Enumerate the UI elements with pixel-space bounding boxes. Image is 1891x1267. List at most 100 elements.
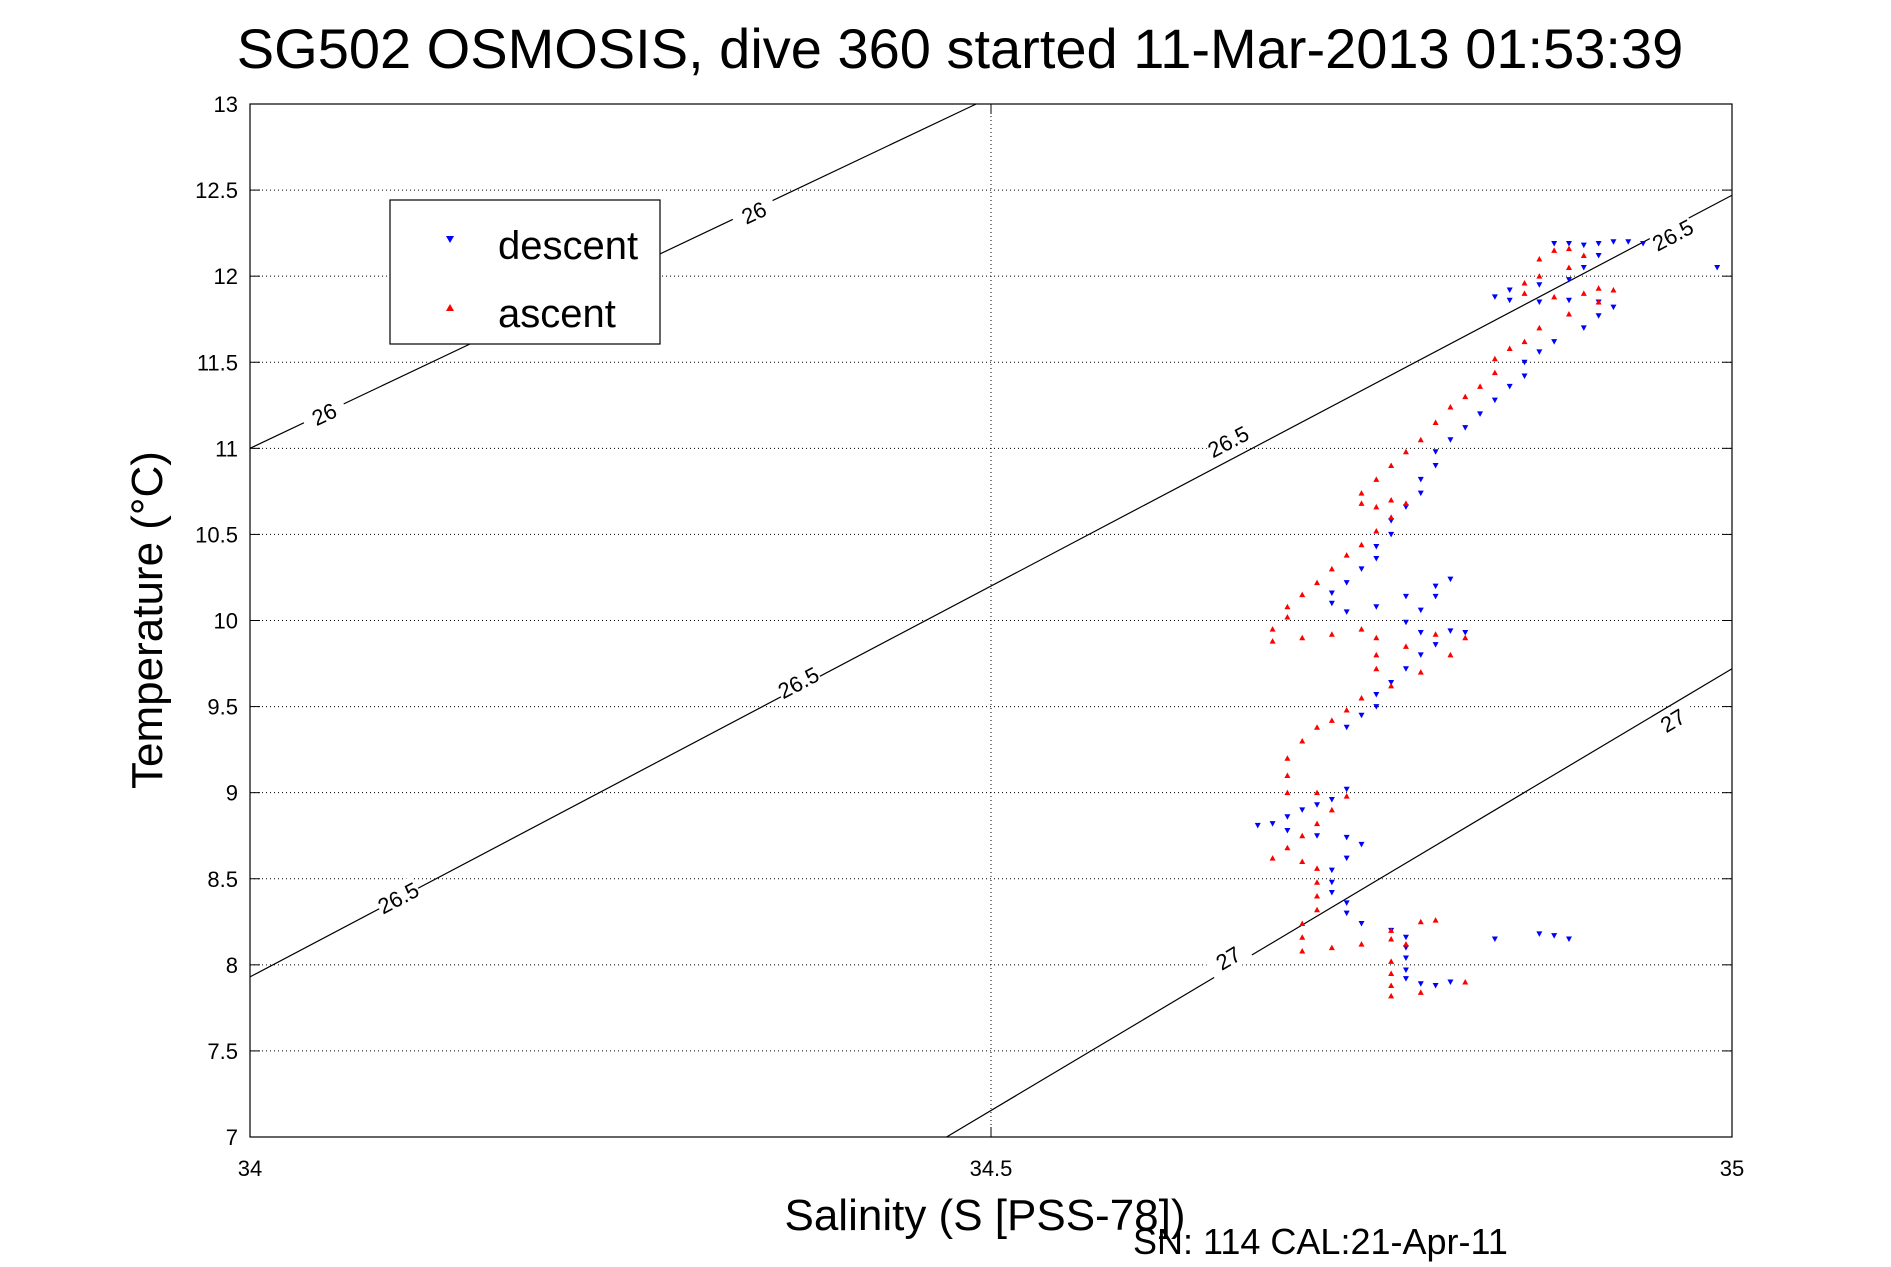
y-tick-label: 7: [226, 1125, 238, 1150]
descent-point: [1551, 933, 1558, 939]
y-tick-label: 12.5: [195, 178, 238, 203]
descent-point: [1343, 786, 1350, 793]
contour-label: 26.5: [1648, 214, 1698, 256]
descent-point: [1447, 628, 1454, 634]
descent-point: [1536, 299, 1543, 305]
ascent-point: [1299, 738, 1306, 744]
y-tick-label: 9.5: [207, 695, 238, 720]
legend-descent-label: descent: [498, 224, 638, 268]
x-tick-label: 34.5: [970, 1156, 1013, 1181]
descent-point: [1580, 265, 1587, 271]
descent-point: [1328, 879, 1335, 886]
ascent-point: [1269, 626, 1276, 632]
descent-point: [1610, 239, 1617, 245]
descent-point: [1343, 900, 1350, 906]
ascent-point: [1299, 832, 1306, 839]
ascent-point: [1373, 476, 1380, 482]
ascent-point: [1388, 514, 1395, 520]
ascent-point: [1373, 665, 1380, 672]
y-tick-label: 9: [226, 781, 238, 806]
serial-calibration-note: SN: 114 CAL:21-Apr-11: [1133, 1221, 1508, 1262]
ascent-point: [1373, 634, 1380, 641]
descent-point: [1506, 383, 1513, 390]
legend: descent ascent: [389, 199, 661, 345]
ascent-point: [1521, 290, 1528, 296]
descent-point: [1565, 240, 1572, 247]
descent-point: [1402, 666, 1409, 672]
ascent-point: [1284, 614, 1291, 620]
ascent-point: [1462, 979, 1469, 985]
ascent-point: [1284, 844, 1291, 851]
contour-label: 26.5: [774, 662, 824, 704]
descent-point: [1402, 934, 1409, 941]
y-tick-label: 8.5: [207, 867, 238, 892]
descent-point: [1328, 590, 1335, 596]
descent-point: [1314, 833, 1321, 839]
descent-point: [1343, 580, 1350, 586]
ascent-point: [1388, 992, 1395, 999]
x-tick-label: 35: [1720, 1156, 1744, 1181]
ascent-point: [1299, 920, 1306, 927]
descent-point: [1432, 449, 1439, 455]
ascent-point: [1373, 503, 1380, 510]
descent-point: [1417, 490, 1424, 497]
ascent-point: [1314, 789, 1321, 796]
ascent-point: [1580, 252, 1587, 259]
ascent-point: [1521, 338, 1528, 345]
ascent-point: [1299, 858, 1306, 865]
ascent-point: [1447, 404, 1454, 410]
ascent-point: [1328, 717, 1335, 723]
ascent-point: [1314, 892, 1321, 899]
contour-label: 26.5: [374, 877, 424, 919]
descent-point: [1565, 297, 1572, 304]
ascent-point: [1536, 273, 1543, 279]
ascent-point: [1343, 552, 1350, 558]
ascent-point: [1417, 989, 1424, 995]
ascent-point: [1284, 603, 1291, 610]
ascent-point: [1388, 462, 1395, 469]
ascent-point: [1314, 865, 1321, 871]
ascent-point: [1284, 772, 1291, 778]
ascent-point: [1417, 918, 1424, 925]
ascent-point: [1358, 626, 1365, 632]
descent-point: [1447, 576, 1454, 583]
ascent-point: [1565, 245, 1572, 252]
ascent-point: [1551, 293, 1558, 300]
contour-label-bg: [772, 660, 824, 705]
descent-point: [1565, 936, 1572, 943]
ascent-point: [1328, 631, 1335, 637]
ascent-point: [1402, 448, 1409, 455]
contour-label-bg: [1647, 697, 1699, 743]
ascent-point: [1565, 264, 1572, 271]
descent-point: [1714, 265, 1721, 271]
ascent-point: [1269, 638, 1276, 644]
descent-point: [1388, 531, 1395, 538]
descent-point: [1373, 692, 1380, 698]
ascent-point: [1269, 855, 1276, 861]
contour-label-bg: [728, 191, 780, 234]
descent-point: [1491, 936, 1498, 943]
descent-point: [1432, 463, 1439, 469]
descent-point: [1343, 910, 1350, 917]
ascent-point: [1358, 694, 1365, 701]
ascent-point: [1328, 944, 1335, 951]
ascent-point: [1328, 565, 1335, 572]
descent-point: [1477, 411, 1484, 417]
ascent-point: [1491, 355, 1498, 362]
x-axis: 34 34.5 35: [238, 104, 1744, 1181]
ascent-point: [1417, 669, 1424, 675]
descent-point: [1610, 304, 1617, 311]
descent-point: [1402, 619, 1409, 626]
descent-point: [1595, 253, 1602, 259]
ascent-point: [1343, 793, 1350, 799]
legend-ascent-marker: [446, 304, 454, 311]
descent-point: [1343, 834, 1350, 841]
descent-point: [1402, 955, 1409, 961]
ascent-point: [1402, 643, 1409, 649]
descent-point: [1640, 240, 1647, 247]
descent-point: [1462, 630, 1469, 636]
x-tick-label: 34: [238, 1156, 262, 1181]
ascent-point: [1314, 579, 1321, 586]
